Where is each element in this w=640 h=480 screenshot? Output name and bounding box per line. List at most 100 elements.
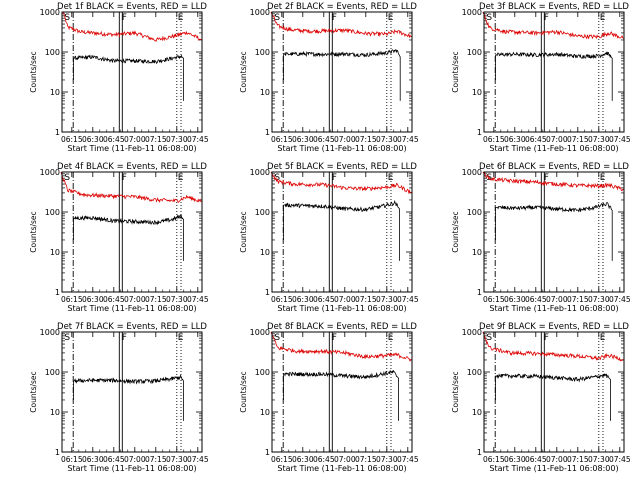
x-tick-label: 07:45 [187,135,209,144]
y-axis-label: Counts/sec [451,211,460,252]
y-tick-label: 100 [467,368,482,377]
x-tick-label: 06:45 [103,455,125,464]
x-tick-label: 06:30 [292,135,314,144]
panel-title: Det 3f BLACK = Events, RED = LLD [479,2,629,12]
x-axis-label: Start Time (11-Feb-11 06:08:00) [277,304,406,313]
x-tick-label: 07:30 [376,135,398,144]
y-tick-label: 100 [255,208,270,217]
y-tick-label: 1000 [462,168,482,177]
y-tick-label: 1 [265,128,270,137]
y-tick-label: 10 [50,408,60,417]
x-tick-label: 07:00 [546,295,568,304]
x-tick-label: 07:15 [567,455,589,464]
marker-label: S [64,333,70,343]
x-axis-label: Start Time (11-Feb-11 06:08:00) [277,464,406,473]
plot-frame [61,171,203,293]
panel: Det 9f BLACK = Events, RED = LLD 1 10 100 10… [451,322,631,473]
x-tick-label: 07:45 [397,295,419,304]
x-tick-label: 06:30 [82,135,104,144]
marker-label: S [64,173,70,183]
x-tick-label: 07:30 [166,295,188,304]
panel-title: Det 2f BLACK = Events, RED = LLD [267,2,417,12]
marker-label: S [64,13,70,23]
y-axis-label: Counts/sec [239,51,248,92]
x-tick-label: 07:45 [609,135,631,144]
panel-title: Det 6f BLACK = Events, RED = LLD [479,162,629,172]
x-tick-label: 06:45 [313,455,335,464]
y-tick-label: 1 [55,128,60,137]
x-tick-label: 06:15 [483,455,505,464]
x-tick-label: 07:30 [166,455,188,464]
y-tick-label: 10 [50,248,60,257]
events-series [283,49,401,101]
panel: Det 8f BLACK = Events, RED = LLD 1 10 100 10… [239,322,419,473]
plot-frame [271,171,413,293]
x-tick-label: 06:30 [82,455,104,464]
x-tick-label: 06:30 [292,295,314,304]
marker-label: S [486,13,492,23]
x-tick-label: 06:15 [271,295,293,304]
lld-series [60,171,203,204]
marker-label: F [122,333,127,343]
plot-frame [483,171,625,293]
events-series [283,199,400,261]
events-series [495,202,613,261]
events-series [73,54,184,101]
y-tick-label: 1 [477,128,482,137]
y-tick-label: 10 [472,248,482,257]
x-tick-label: 07:00 [334,135,356,144]
x-tick-label: 07:15 [355,455,377,464]
marker-label: S [274,13,280,23]
events-series [495,373,611,421]
events-series [495,51,613,101]
x-tick-label: 06:15 [61,135,83,144]
x-tick-label: 07:45 [397,135,419,144]
x-tick-label: 07:00 [546,135,568,144]
y-tick-label: 10 [472,88,482,97]
marker-label: F [544,13,549,23]
lld-series [482,171,625,192]
y-tick-label: 1 [55,448,60,457]
y-tick-label: 100 [45,208,60,217]
x-tick-label: 06:30 [504,295,526,304]
x-tick-label: 06:45 [525,135,547,144]
y-axis-label: Counts/sec [451,371,460,412]
plot-frame [483,11,625,133]
marker-label: F [122,13,127,23]
x-tick-label: 07:15 [567,135,589,144]
marker-label: S [274,333,280,343]
x-tick-label: 06:30 [504,135,526,144]
events-series [73,213,184,261]
x-axis-label: Start Time (11-Feb-11 06:08:00) [67,464,196,473]
marker-label: F [122,173,127,183]
x-tick-label: 07:15 [355,135,377,144]
y-tick-label: 100 [255,48,270,57]
events-series [73,374,184,421]
panel: Det 1f BLACK = Events, RED = LLD 1 10 100 10… [29,2,209,153]
x-tick-label: 07:30 [588,455,610,464]
marker-label: F [544,333,549,343]
y-axis-label: Counts/sec [29,371,38,412]
plot-frame [483,331,625,453]
x-tick-label: 06:45 [103,295,125,304]
y-tick-label: 10 [260,248,270,257]
x-tick-label: 07:45 [397,455,419,464]
panel-title: Det 4f BLACK = Events, RED = LLD [57,162,207,172]
y-tick-label: 10 [472,408,482,417]
y-tick-label: 1000 [250,328,270,337]
x-tick-label: 07:30 [588,295,610,304]
y-tick-label: 1000 [40,8,60,17]
y-tick-label: 1000 [250,168,270,177]
x-axis-label: Start Time (11-Feb-11 06:08:00) [489,304,618,313]
plot-frame [61,11,203,133]
y-tick-label: 100 [467,208,482,217]
y-tick-label: 100 [45,368,60,377]
y-tick-label: 100 [255,368,270,377]
y-tick-label: 1000 [462,328,482,337]
y-tick-label: 1 [265,288,270,297]
panel-title: Det 1f BLACK = Events, RED = LLD [57,2,207,12]
plot-frame [271,331,413,453]
y-tick-label: 1000 [250,8,270,17]
x-tick-label: 07:00 [334,455,356,464]
